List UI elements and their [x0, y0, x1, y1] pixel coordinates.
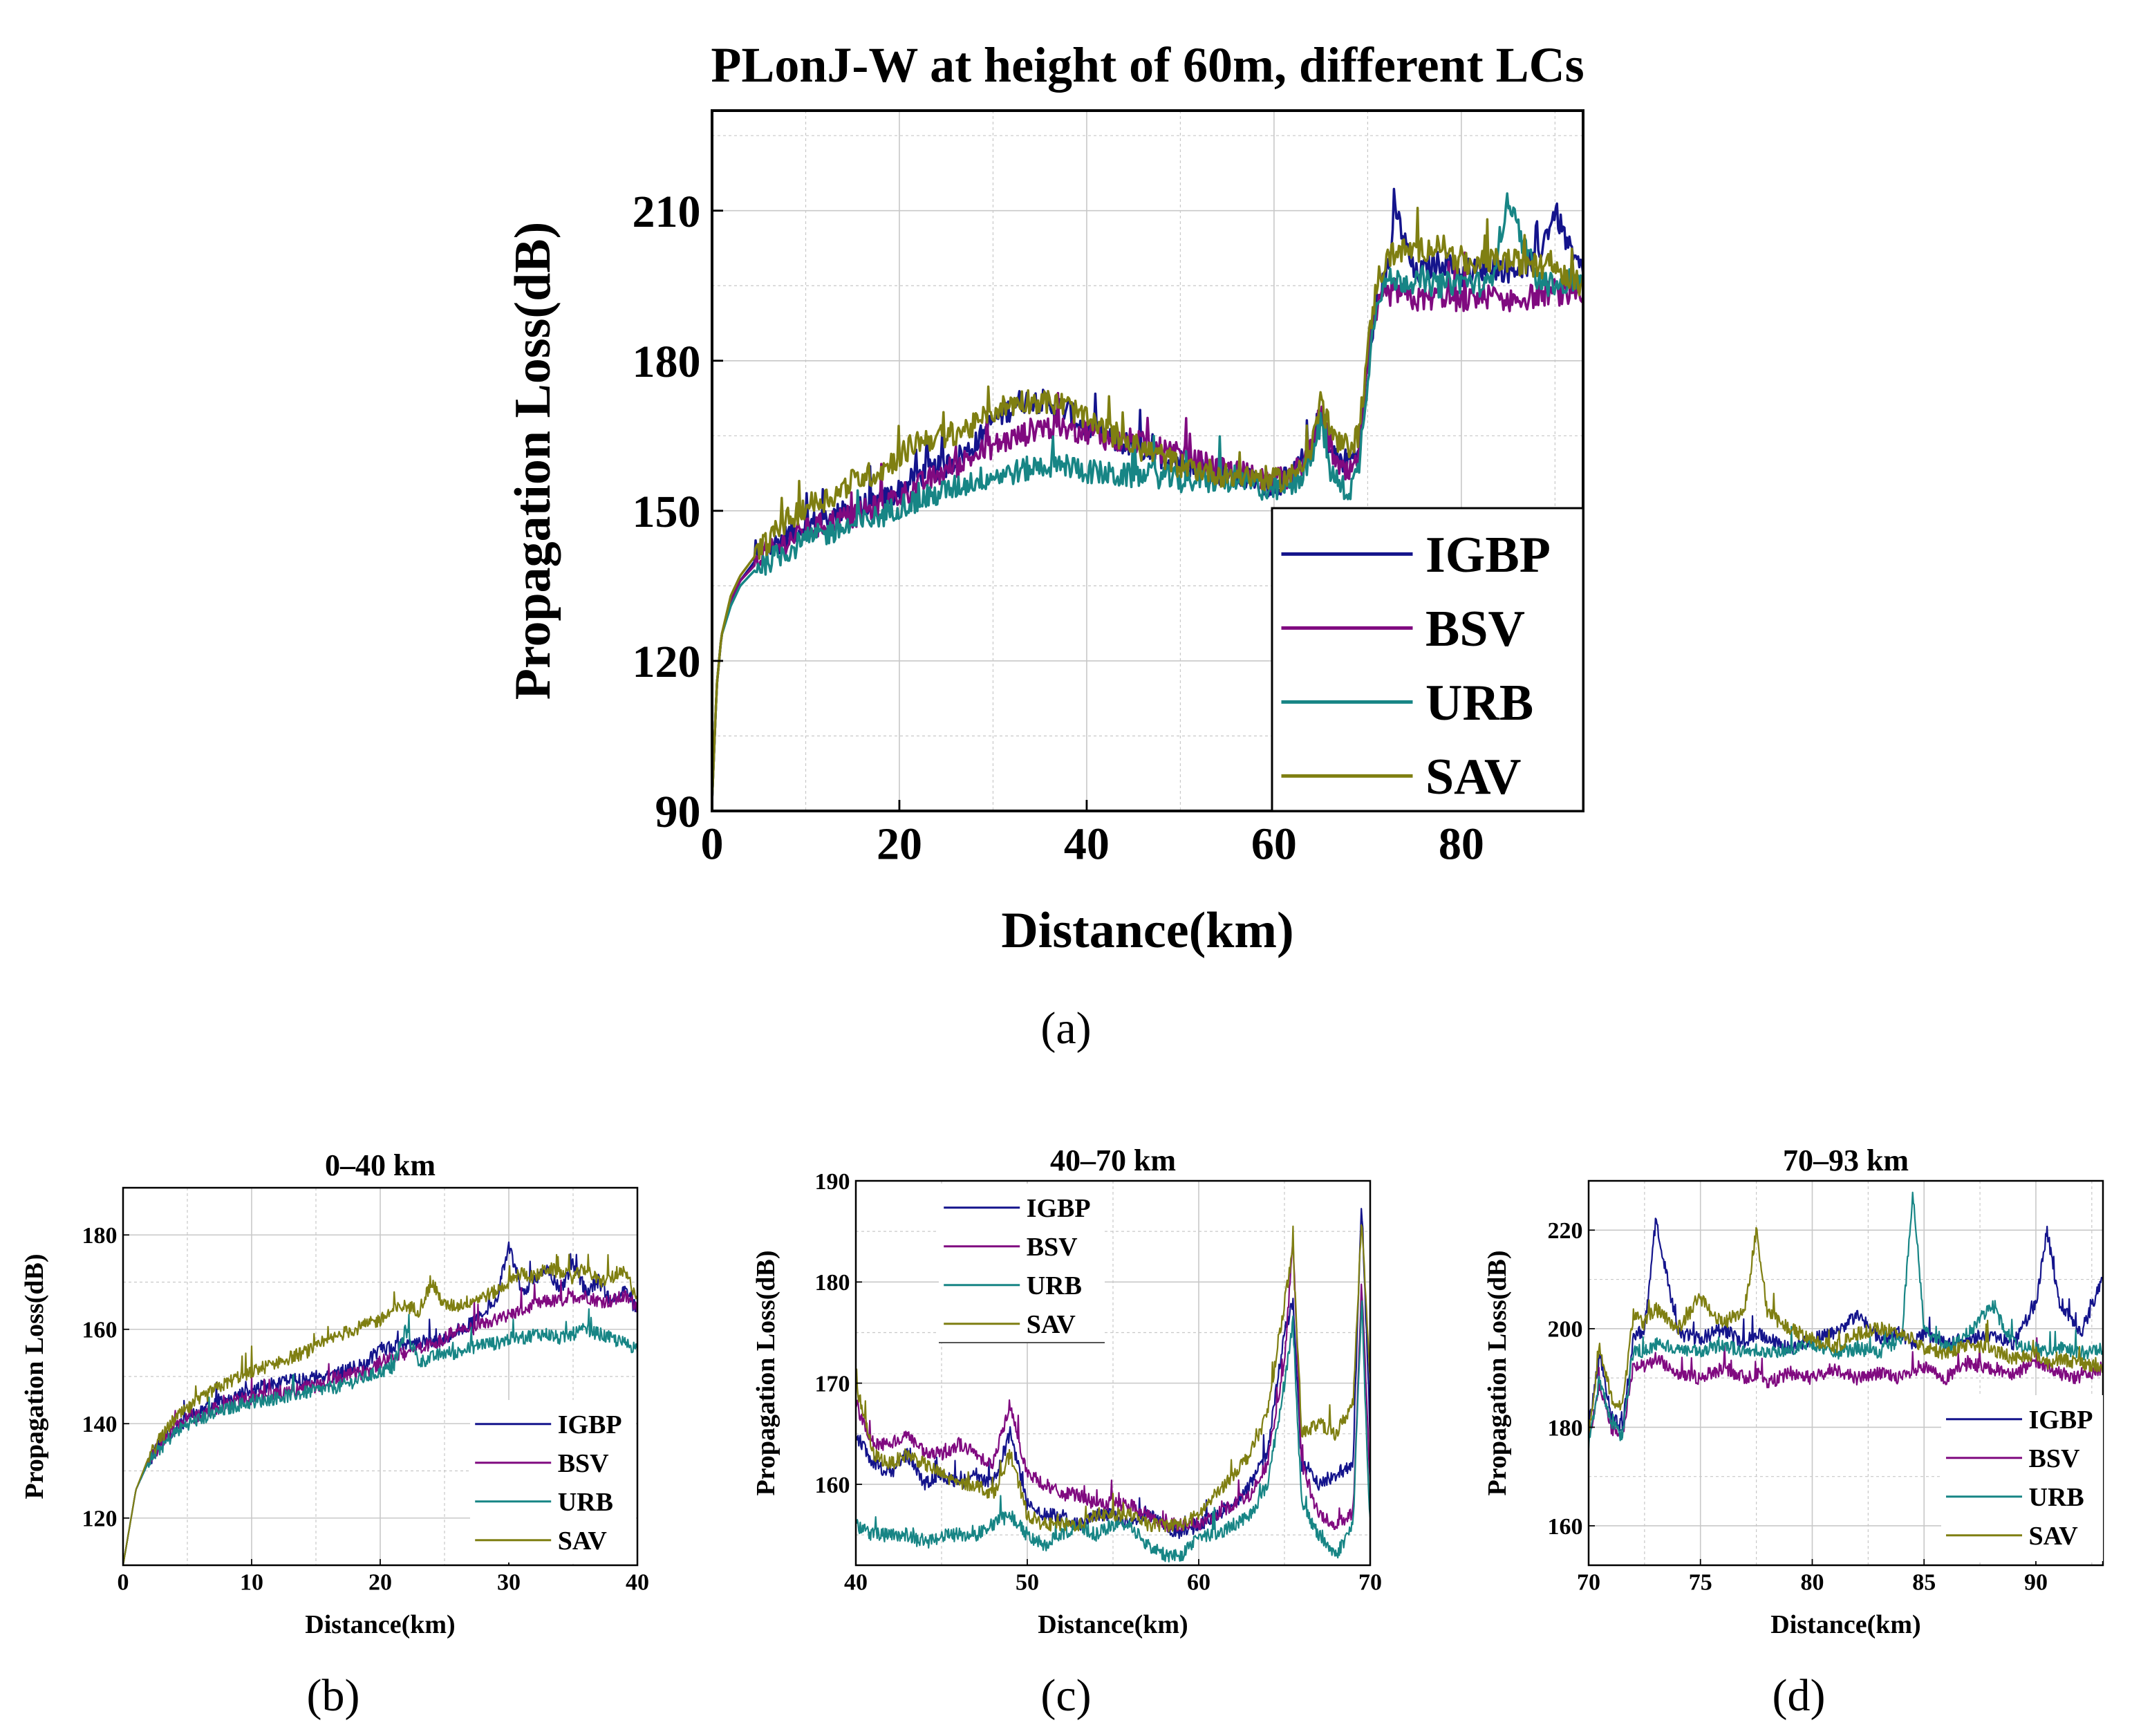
x-tick-label: 70 [1577, 1570, 1600, 1596]
legend-box [939, 1184, 1105, 1343]
y-tick-label: 90 [655, 787, 701, 837]
series-line-sav [1589, 1226, 2103, 1433]
y-axis-label: Propagation Loss(dB) [505, 222, 561, 700]
legend: IGBP BSV URB SAV [1941, 1395, 2103, 1561]
legend: IGBP BSV URB SAV [1271, 507, 1584, 812]
y-tick-label: 190 [815, 1169, 850, 1195]
legend-label-bsv: BSV [1027, 1233, 1078, 1262]
legend-box [470, 1400, 636, 1562]
series-line-igbp [1589, 1217, 2103, 1432]
caption-d: (d) [1772, 1670, 1826, 1721]
legend-label-sav: SAV [1027, 1310, 1076, 1339]
chart-b: 0 10 20 30 40 120 140 160 180 0–40 km Distance(km)… [20, 1148, 649, 1639]
legend-label-urb: URB [558, 1488, 613, 1517]
x-tick-label: 60 [1251, 819, 1297, 869]
x-tick-label: 30 [497, 1570, 521, 1596]
legend: IGBP BSV URB SAV [939, 1184, 1105, 1343]
series-line-sav [856, 1224, 1370, 1533]
legend-label-sav: SAV [1425, 749, 1522, 805]
y-axis-label: Propagation Loss(dB) [751, 1250, 780, 1495]
caption-c: (c) [1040, 1670, 1092, 1721]
x-tick-label: 40 [626, 1570, 649, 1596]
y-tick-label: 160 [1548, 1514, 1583, 1540]
y-tick-label: 210 [633, 187, 701, 237]
y-tick-label: 170 [815, 1372, 850, 1397]
legend-label-bsv: BSV [1425, 601, 1525, 657]
y-tick-label: 140 [82, 1412, 118, 1437]
x-tick-label: 90 [2024, 1570, 2048, 1596]
x-tick-label: 0 [701, 819, 724, 869]
y-tick-label: 180 [815, 1270, 850, 1296]
legend-label-bsv: BSV [558, 1449, 609, 1478]
series-line-urb [856, 1300, 1370, 1562]
caption-b: (b) [306, 1670, 360, 1721]
y-tick-label: 160 [815, 1473, 850, 1498]
y-tick-label: 220 [1548, 1218, 1583, 1244]
plot-frame [854, 1179, 1372, 1567]
chart-main: 0 20 40 60 80 90 120 150 180 210 PLonJ-W at height… [505, 37, 1584, 959]
legend-label-urb: URB [1027, 1271, 1082, 1300]
y-tick-label: 180 [82, 1223, 118, 1249]
legend-label-igbp: IGBP [2029, 1406, 2093, 1435]
y-tick-label: 160 [82, 1318, 118, 1343]
y-axis-label: Propagation Loss(dB) [1483, 1250, 1512, 1495]
x-axis-label: Distance(km) [1001, 902, 1293, 959]
legend-label-igbp: IGBP [558, 1410, 622, 1439]
legend-label-urb: URB [1425, 675, 1533, 731]
series-line-urb [712, 192, 1583, 801]
x-tick-label: 40 [1064, 819, 1110, 869]
legend-label-sav: SAV [558, 1527, 608, 1556]
legend-box [1941, 1395, 2103, 1561]
y-tick-label: 150 [633, 487, 701, 537]
y-tick-label: 120 [633, 637, 701, 687]
chart-title: 40–70 km [1050, 1144, 1176, 1177]
legend-label-igbp: IGBP [1425, 527, 1551, 584]
x-tick-label: 80 [1800, 1570, 1824, 1596]
legend-label-igbp: IGBP [1027, 1194, 1091, 1223]
y-axis-label: Propagation Loss(dB) [20, 1253, 49, 1499]
x-tick-label: 70 [1358, 1570, 1382, 1596]
legend: IGBP BSV URB SAV [470, 1400, 636, 1562]
chart-c: 40 50 60 70 160 170 180 190 40–70 km Distance(km)… [751, 1144, 1382, 1639]
x-tick-label: 20 [368, 1570, 392, 1596]
x-tick-label: 40 [844, 1570, 868, 1596]
x-tick-label: 20 [877, 819, 922, 869]
plot-frame [711, 109, 1584, 812]
x-axis-label: Distance(km) [1038, 1610, 1188, 1639]
y-tick-label: 120 [82, 1506, 118, 1532]
plot-frame [1587, 1179, 2104, 1567]
caption-a: (a) [1040, 1003, 1092, 1054]
legend-label-bsv: BSV [2029, 1444, 2080, 1473]
series-line-urb [123, 1308, 637, 1565]
x-axis-label: Distance(km) [1770, 1610, 1920, 1639]
x-tick-label: 80 [1439, 819, 1484, 869]
legend-label-urb: URB [2029, 1483, 2084, 1512]
legend-label-sav: SAV [2029, 1522, 2079, 1551]
y-tick-label: 180 [1548, 1415, 1583, 1441]
series-line-bsv [1589, 1337, 2103, 1444]
x-axis-label: Distance(km) [305, 1610, 455, 1639]
x-tick-label: 60 [1187, 1570, 1210, 1596]
y-tick-label: 200 [1548, 1317, 1583, 1343]
chart-d: 70 75 80 85 90 160 180 200 220 70–93 km Distance(k… [1483, 1144, 2104, 1639]
series-line-sav [712, 206, 1583, 801]
chart-title: PLonJ-W at height of 60m, different LCs [711, 37, 1584, 93]
x-tick-label: 0 [118, 1570, 129, 1596]
x-tick-label: 50 [1016, 1570, 1039, 1596]
x-tick-label: 85 [1912, 1570, 1936, 1596]
y-tick-label: 180 [633, 337, 701, 387]
x-tick-label: 75 [1689, 1570, 1712, 1596]
series-line-sav [123, 1253, 637, 1565]
chart-title: 70–93 km [1783, 1144, 1909, 1177]
legend-box [1271, 507, 1584, 812]
x-tick-label: 10 [240, 1570, 263, 1596]
chart-title: 0–40 km [325, 1148, 436, 1182]
